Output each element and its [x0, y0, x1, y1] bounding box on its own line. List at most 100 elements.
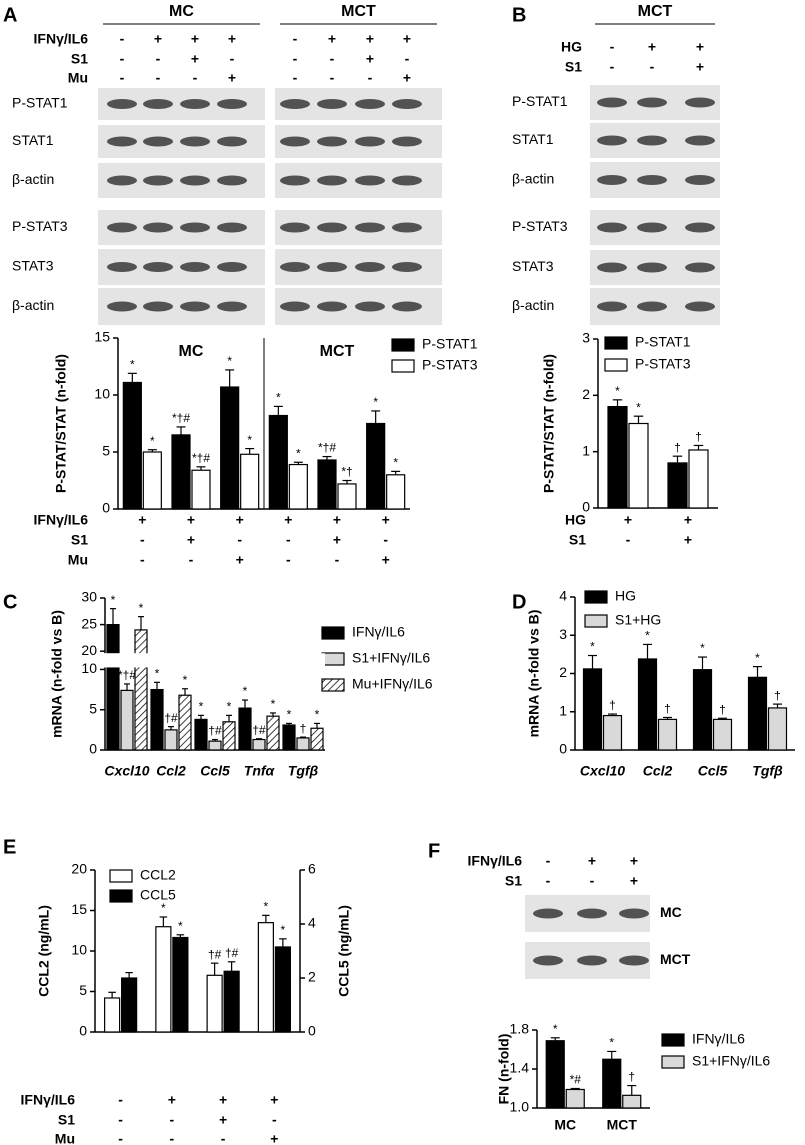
panel-label: A	[3, 4, 17, 26]
bar	[208, 740, 222, 751]
blot-row-label: P-STAT1	[12, 95, 68, 111]
bar	[194, 718, 208, 751]
blot-band	[685, 222, 715, 233]
blot-band	[107, 175, 137, 186]
bar	[206, 974, 223, 1033]
bar	[274, 946, 291, 1033]
bar	[296, 737, 310, 751]
significance-mark: *	[755, 651, 760, 665]
blot-band	[143, 222, 173, 233]
blot-band	[637, 301, 667, 312]
condition-sign: +	[333, 512, 341, 528]
bar	[692, 669, 713, 751]
condition-sign: -	[293, 31, 298, 47]
condition-sign: +	[168, 1092, 176, 1108]
condition-label: Mu	[68, 70, 88, 86]
y-tick-label: 1	[559, 702, 567, 718]
legend-label: IFNγ/IL6	[352, 624, 405, 640]
blot-band	[392, 301, 422, 312]
condition-sign: +	[138, 512, 146, 528]
significance-mark: †#	[225, 946, 239, 960]
blot-band	[217, 175, 247, 186]
significance-mark: *	[227, 354, 232, 368]
condition-sign: +	[187, 532, 195, 548]
condition-sign: +	[187, 512, 195, 528]
blot-band	[317, 301, 347, 312]
bar	[223, 970, 240, 1033]
bar	[120, 689, 134, 751]
bar	[164, 729, 178, 751]
significance-mark: *	[271, 697, 276, 711]
condition-sign: -	[170, 1112, 175, 1128]
group-header: MCT	[341, 3, 376, 20]
condition-sign: +	[630, 853, 638, 869]
blot-band	[597, 262, 627, 273]
significance-mark: †#	[208, 724, 222, 738]
significance-mark: *	[139, 601, 144, 615]
panel-label: B	[512, 4, 526, 26]
significance-mark: *	[281, 923, 286, 937]
condition-label: S1	[569, 532, 586, 548]
y-tick-label: 0	[102, 500, 110, 516]
condition-label: IFNγ/IL6	[34, 512, 89, 528]
x-tick-label: Ccl5	[698, 763, 728, 779]
blot-band	[355, 301, 385, 312]
y-tick-label: 2	[559, 664, 567, 680]
blot-band	[533, 908, 563, 919]
y-axis-label: FN (n-fold)	[496, 1034, 512, 1105]
y-tick-label: 15	[94, 329, 110, 345]
condition-sign: +	[236, 552, 244, 568]
condition-label: IFNγ/IL6	[468, 853, 523, 869]
significance-mark: *	[111, 593, 116, 607]
x-tick-label: Tgfβ	[288, 763, 319, 779]
legend-swatch	[604, 336, 628, 350]
significance-mark: *	[287, 708, 292, 722]
condition-label: S1	[71, 51, 88, 67]
legend-swatch	[321, 652, 345, 666]
blot-row-label: STAT3	[512, 258, 554, 274]
condition-sign: +	[588, 853, 596, 869]
condition-sign: -	[330, 70, 335, 86]
y-tick-label: 10	[94, 386, 110, 402]
blot-band	[597, 175, 627, 185]
condition-sign: -	[230, 51, 235, 67]
y-tick-label: 15	[71, 901, 87, 917]
panel-label: E	[3, 836, 16, 858]
condition-sign: -	[118, 1131, 123, 1145]
bar	[545, 1040, 565, 1109]
bar	[142, 451, 162, 510]
condition-label: HG	[561, 39, 582, 55]
significance-mark: *	[161, 901, 166, 915]
bar	[240, 453, 260, 510]
condition-sign: +	[648, 39, 656, 55]
blot-row-label: P-STAT3	[12, 218, 68, 234]
legend-label: IFNγ/IL6	[692, 1031, 745, 1047]
blot-band	[355, 262, 385, 272]
legend-swatch	[661, 1033, 685, 1047]
significance-mark: *	[636, 400, 641, 414]
bar	[667, 462, 688, 509]
bar	[282, 724, 296, 751]
condition-sign: +	[624, 512, 632, 528]
blot-band	[685, 301, 715, 312]
y-tick-label: 20	[81, 642, 97, 658]
y-tick-label: 10	[81, 660, 97, 676]
significance-mark: *	[645, 629, 650, 643]
significance-mark: *	[553, 1022, 558, 1036]
blot-band	[143, 262, 173, 272]
blot-band	[143, 136, 173, 147]
blot-band	[619, 908, 649, 919]
condition-sign: +	[403, 31, 411, 47]
significance-mark: †#	[208, 947, 222, 961]
condition-label: Mu	[68, 552, 88, 568]
condition-sign: +	[630, 873, 638, 889]
condition-sign: -	[626, 532, 631, 548]
legend-swatch	[584, 614, 608, 628]
condition-sign: +	[270, 1131, 278, 1145]
blot-band	[685, 175, 715, 185]
x-tick-label: Ccl2	[156, 763, 186, 779]
blot-band	[597, 97, 627, 108]
blot-band	[637, 135, 667, 146]
blot-row-label: STAT1	[12, 132, 54, 148]
blot-band	[107, 99, 137, 109]
